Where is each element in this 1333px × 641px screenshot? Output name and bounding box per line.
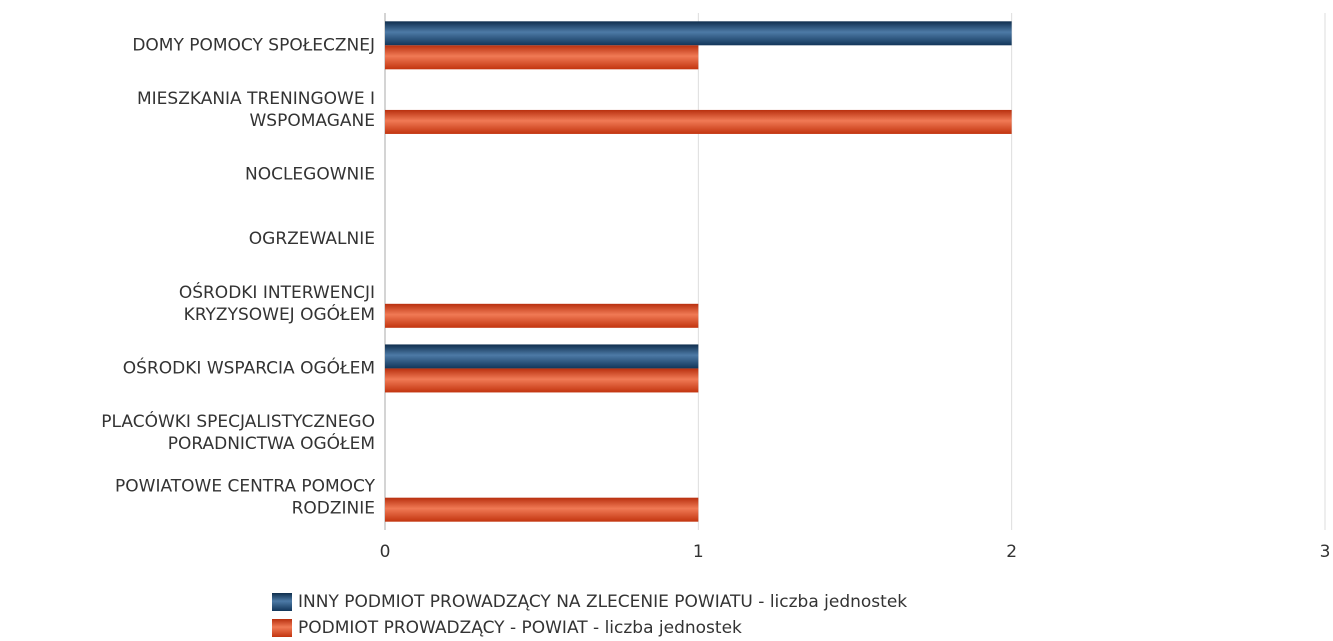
bar <box>385 21 1012 46</box>
legend-swatch <box>272 593 292 611</box>
x-tick-label: 2 <box>1006 542 1017 562</box>
bar <box>385 303 699 328</box>
bar <box>385 344 699 369</box>
x-tick-label: 1 <box>693 542 704 562</box>
bar <box>385 45 699 70</box>
y-tick-label: OGRZEWALNIE <box>249 229 375 249</box>
legend-label: INNY PODMIOT PROWADZĄCY NA ZLECENIE POWI… <box>298 592 907 612</box>
y-tick-label: MIESZKANIA TRENINGOWE I WSPOMAGANE <box>137 89 375 131</box>
legend-label: PODMIOT PROWADZĄCY - POWIAT - liczba jed… <box>298 618 742 638</box>
y-tick-label: POWIATOWE CENTRA POMOCY RODZINIE <box>115 477 376 519</box>
y-tick-label: PLACÓWKI SPECJALISTYCZNEGO PORADNICTWA OG… <box>101 410 375 454</box>
x-tick-label: 0 <box>380 542 391 562</box>
bar <box>385 497 699 522</box>
bar <box>385 109 1012 134</box>
y-tick-label: OŚRODKI INTERWENCJI KRYZYSOWEJ OGÓŁEM <box>179 281 375 325</box>
y-tick-label: DOMY POMOCY SPOŁECZNEJ <box>132 35 375 55</box>
y-tick-label: OŚRODKI WSPARCIA OGÓŁEM <box>123 356 375 378</box>
x-tick-label: 3 <box>1320 542 1331 562</box>
bar <box>385 368 699 393</box>
y-tick-label: NOCLEGOWNIE <box>245 165 375 185</box>
legend-swatch <box>272 619 292 637</box>
